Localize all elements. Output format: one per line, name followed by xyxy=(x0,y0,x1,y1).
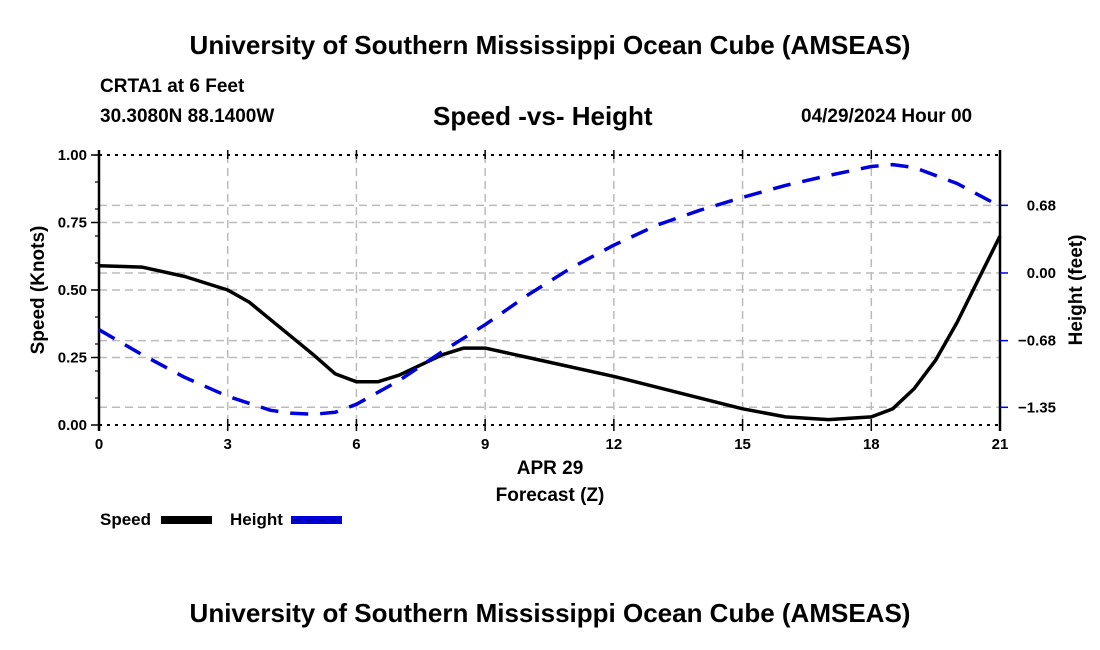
y-tick-label: 0.50 xyxy=(58,282,87,299)
forecast-date: 04/29/2024 Hour 00 xyxy=(801,106,973,127)
x-tick-label: 0 xyxy=(95,436,103,453)
grid xyxy=(99,155,1000,425)
x-tick-label: 12 xyxy=(606,436,623,453)
legend-swatch-height xyxy=(291,516,342,524)
coordinates-label: 30.3080N 88.1400W xyxy=(100,106,275,127)
x-axis-date: APR 29 xyxy=(517,458,584,479)
y2-tick-label: 0.68 xyxy=(1027,197,1056,214)
plot-title: Speed -vs- Height xyxy=(433,101,653,131)
y-tick-label: 0.75 xyxy=(58,215,87,232)
x-tick-label: 6 xyxy=(352,436,360,453)
y2-tick-label: −1.35 xyxy=(1018,399,1056,416)
y2-axis-title: Height (feet) xyxy=(1066,235,1087,346)
y2-tick-label: 0.00 xyxy=(1027,265,1056,282)
y-tick-label: 0.00 xyxy=(58,417,87,434)
series xyxy=(98,162,1002,422)
legend-swatch-speed xyxy=(161,516,212,524)
y-axis-title: Speed (Knots) xyxy=(28,226,49,355)
legend: Speed Height xyxy=(100,510,342,529)
legend-label-speed: Speed xyxy=(100,510,151,529)
x-tick-label: 18 xyxy=(863,436,880,453)
legend-label-height: Height xyxy=(230,510,283,529)
axes: 0 3 6 9 12 15 18 21 0.00 0.25 0.50 0.75 1.00 0.68 0.00… xyxy=(58,147,1056,453)
x-tick-label: 9 xyxy=(481,436,489,453)
station-label: CRTA1 at 6 Feet xyxy=(100,76,245,97)
main-title: University of Southern Mississippi Ocean… xyxy=(189,30,911,60)
y-tick-label: 1.00 xyxy=(58,147,87,164)
series-line-height xyxy=(98,162,1001,417)
x-tick-label: 21 xyxy=(992,436,1009,453)
x-tick-label: 3 xyxy=(224,436,232,453)
x-tick-label: 15 xyxy=(734,436,751,453)
bottom-title: University of Southern Mississippi Ocean… xyxy=(189,598,911,628)
series-line-speed xyxy=(98,235,1002,422)
y-tick-label: 0.25 xyxy=(58,350,87,367)
x-axis-title: Forecast (Z) xyxy=(496,485,605,506)
y2-tick-label: −0.68 xyxy=(1018,333,1056,350)
